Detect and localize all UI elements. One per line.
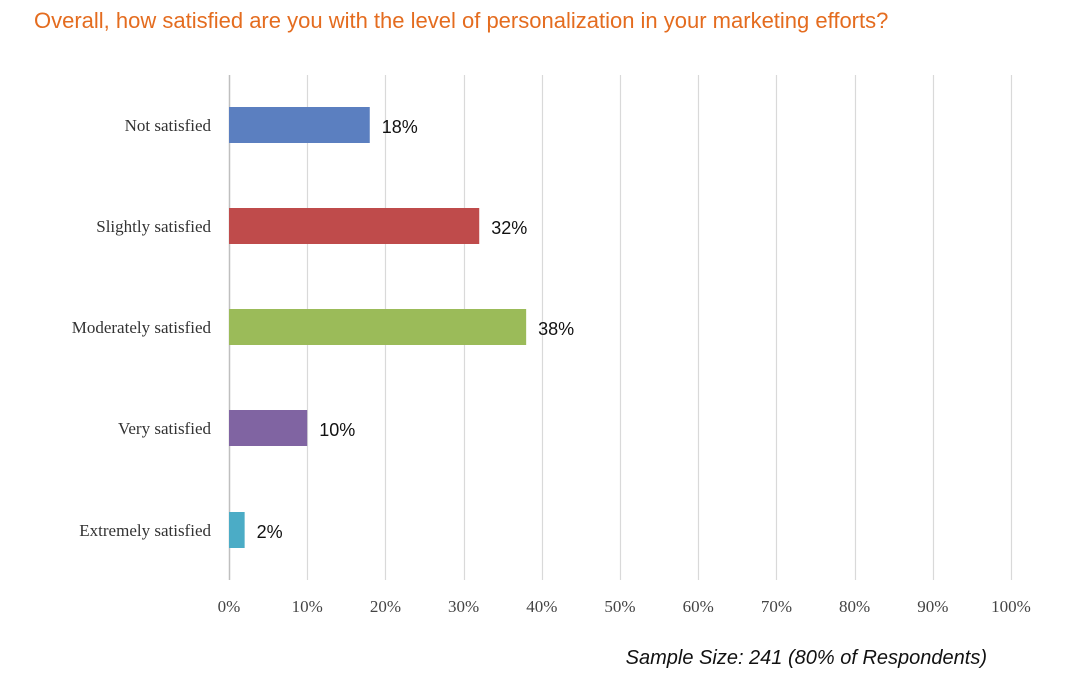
x-tick-labels: 0% 10% 20% 30% 40% 50% 60% 70% 80% 90% 100% <box>218 597 1031 616</box>
bar <box>229 512 245 548</box>
sample-size-note: Sample Size: 241 (80% of Respondents) <box>625 647 987 669</box>
category-label: Extremely satisfied <box>79 521 211 540</box>
category-label: Slightly satisfied <box>96 217 211 236</box>
bar <box>229 410 308 446</box>
data-label: 18% <box>382 117 418 137</box>
category-label: Not satisfied <box>125 116 212 135</box>
bars <box>229 107 527 548</box>
bar <box>229 208 480 244</box>
chart-title: Overall, how satisfied are you with the … <box>34 8 889 33</box>
x-tick-label: 100% <box>991 597 1031 616</box>
x-tick-label: 10% <box>292 597 323 616</box>
category-label: Very satisfied <box>118 419 212 438</box>
data-label: 2% <box>257 522 283 542</box>
category-labels: Not satisfied Slightly satisfied Moderatel… <box>72 116 212 540</box>
data-labels: 18% 32% 38% 10% 2% <box>257 117 575 542</box>
x-tick-label: 70% <box>761 597 792 616</box>
x-tick-label: 50% <box>604 597 635 616</box>
category-label: Moderately satisfied <box>72 318 212 337</box>
x-tick-label: 40% <box>526 597 557 616</box>
data-label: 38% <box>538 319 574 339</box>
x-tick-label: 30% <box>448 597 479 616</box>
x-tick-label: 90% <box>917 597 948 616</box>
x-tick-label: 0% <box>218 597 241 616</box>
data-label: 32% <box>491 218 527 238</box>
x-tick-label: 20% <box>370 597 401 616</box>
bar <box>229 107 370 143</box>
x-tick-label: 80% <box>839 597 870 616</box>
x-tick-label: 60% <box>683 597 714 616</box>
bar <box>229 309 527 345</box>
data-label: 10% <box>319 420 355 440</box>
